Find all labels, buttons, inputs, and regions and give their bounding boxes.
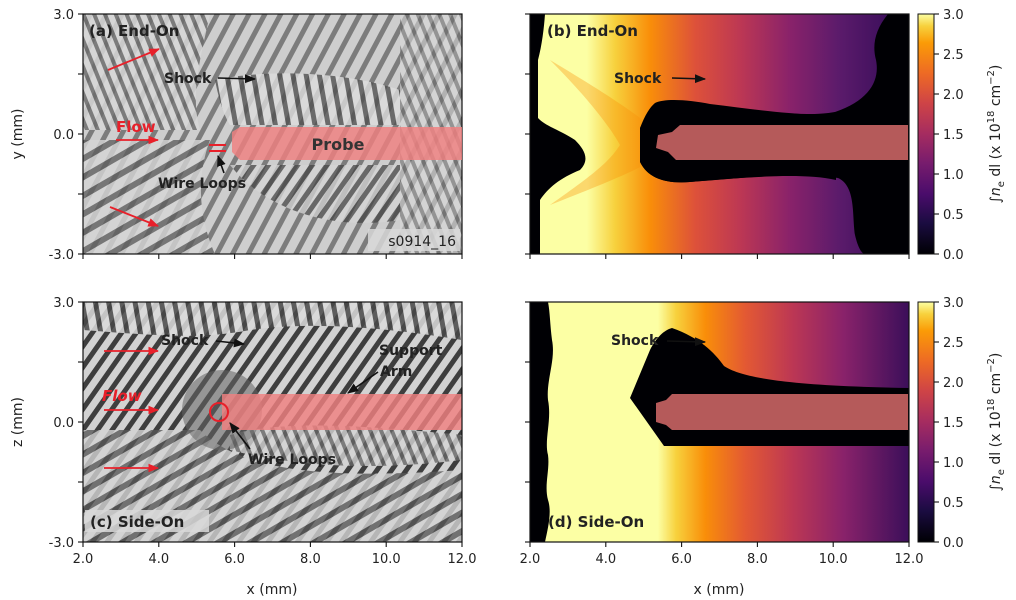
colorbar-tick-label: 1.0 <box>943 168 964 183</box>
support-arm-shape-c <box>222 394 462 430</box>
x-tick-label: 4.0 <box>595 552 616 567</box>
colorbar-tick-label: 1.0 <box>943 456 964 471</box>
x-tick-label: 2.0 <box>520 552 541 567</box>
panel-d-label: (d) Side-On <box>548 513 644 531</box>
shock-label-d: Shock <box>611 333 659 349</box>
colorbar-bottom <box>917 301 935 543</box>
flow-label-c: Flow <box>102 387 142 405</box>
colorbar-label-bottom: ∫ne dl (x 1018 cm−2) <box>986 353 1007 492</box>
shock-arrow-b <box>671 74 707 84</box>
colorbar-tick-label: 2.5 <box>943 336 964 351</box>
x-tick-label: 8.0 <box>300 552 321 567</box>
colorbar-tick-label: 2.5 <box>943 48 964 63</box>
wire-loops-label-c: Wire Loops <box>248 452 336 468</box>
flow-arrow-a-bottom <box>109 206 160 227</box>
colorbar-tick-label: 0.5 <box>943 208 964 223</box>
x-tick-label: 2.0 <box>73 552 94 567</box>
colorbar-tick-label: 3.0 <box>943 8 964 23</box>
probe-shape-a <box>232 127 462 160</box>
y-tick-label: 0.0 <box>53 128 74 143</box>
colorbar-top <box>917 13 935 255</box>
y-tick-label: 3.0 <box>53 296 74 311</box>
colorbar-tick-label: 1.5 <box>943 416 964 431</box>
wire-arrow-c <box>229 422 251 450</box>
flow-arrow-a-top <box>107 48 160 71</box>
support-arm-shape-d <box>656 394 908 430</box>
shot-id-background <box>368 229 460 251</box>
x-axis-label-right: x (mm) <box>694 582 745 598</box>
flow-label-a: Flow <box>116 118 156 136</box>
axis-ticks: 3.00.0-3.02.0 4.0 6.0 8.0 10.0 12.03.00.0-3.0… <box>49 8 924 567</box>
x-tick-label: 6.0 <box>671 552 692 567</box>
shock-arrow-d <box>666 337 707 347</box>
x-tick-label: 6.0 <box>224 552 245 567</box>
panel-c-label: (c) Side-On <box>90 513 184 531</box>
y-tick-label: -3.0 <box>49 536 74 551</box>
z-axis-label-bottom: z (mm) <box>10 397 26 447</box>
x-tick-label: 10.0 <box>372 552 401 567</box>
support-label-line1: Support <box>379 343 443 359</box>
panel-a-label: (a) End-On <box>89 22 179 40</box>
y-tick-label: 3.0 <box>53 8 74 23</box>
wire-loop-circle-c <box>209 402 229 422</box>
shock-label-b: Shock <box>614 71 662 87</box>
colorbar-tick-label: 0.5 <box>943 496 964 511</box>
shock-arrow-c <box>215 338 246 348</box>
shock-label-a: Shock <box>164 71 212 87</box>
shock-arrow-a <box>217 74 257 84</box>
x-tick-label: 8.0 <box>747 552 768 567</box>
y-axis-label-top: y (mm) <box>10 109 26 160</box>
x-tick-label: 12.0 <box>895 552 924 567</box>
shock-label-c: Shock <box>161 333 209 349</box>
y-tick-label: -3.0 <box>49 248 74 263</box>
support-label-line2: Arm <box>380 364 412 380</box>
panel-c-label-background <box>85 510 209 532</box>
support-arrow-c <box>347 371 379 394</box>
colorbar-tick-label: 0.0 <box>943 248 964 263</box>
colorbar-bottom-ticks: 3.0 2.5 2.0 1.5 1.0 0.5 0.0 <box>934 296 964 551</box>
colorbar-tick-label: 3.0 <box>943 296 964 311</box>
panel-b-label: (b) End-On <box>547 22 638 40</box>
probe-shape-b <box>656 125 908 160</box>
x-tick-label: 4.0 <box>148 552 169 567</box>
wire-arrow-a <box>217 154 226 174</box>
x-axis-label-left: x (mm) <box>247 582 298 598</box>
shot-id: s0914_16 <box>388 234 456 250</box>
colorbar-top-ticks: 3.0 2.5 2.0 1.5 1.0 0.5 0.0 <box>934 8 964 263</box>
colorbar-label-top: ∫ne dl (x 1018 cm−2) <box>986 65 1007 204</box>
wire-loops-label-a: Wire Loops <box>158 176 246 192</box>
colorbar-tick-label: 2.0 <box>943 88 964 103</box>
colorbar-tick-label: 2.0 <box>943 376 964 391</box>
y-tick-label: 0.0 <box>53 416 74 431</box>
probe-label: Probe <box>312 135 365 154</box>
colorbar-tick-label: 0.0 <box>943 536 964 551</box>
colorbar-tick-label: 1.5 <box>943 128 964 143</box>
x-tick-label: 12.0 <box>448 552 477 567</box>
x-tick-label: 10.0 <box>819 552 848 567</box>
